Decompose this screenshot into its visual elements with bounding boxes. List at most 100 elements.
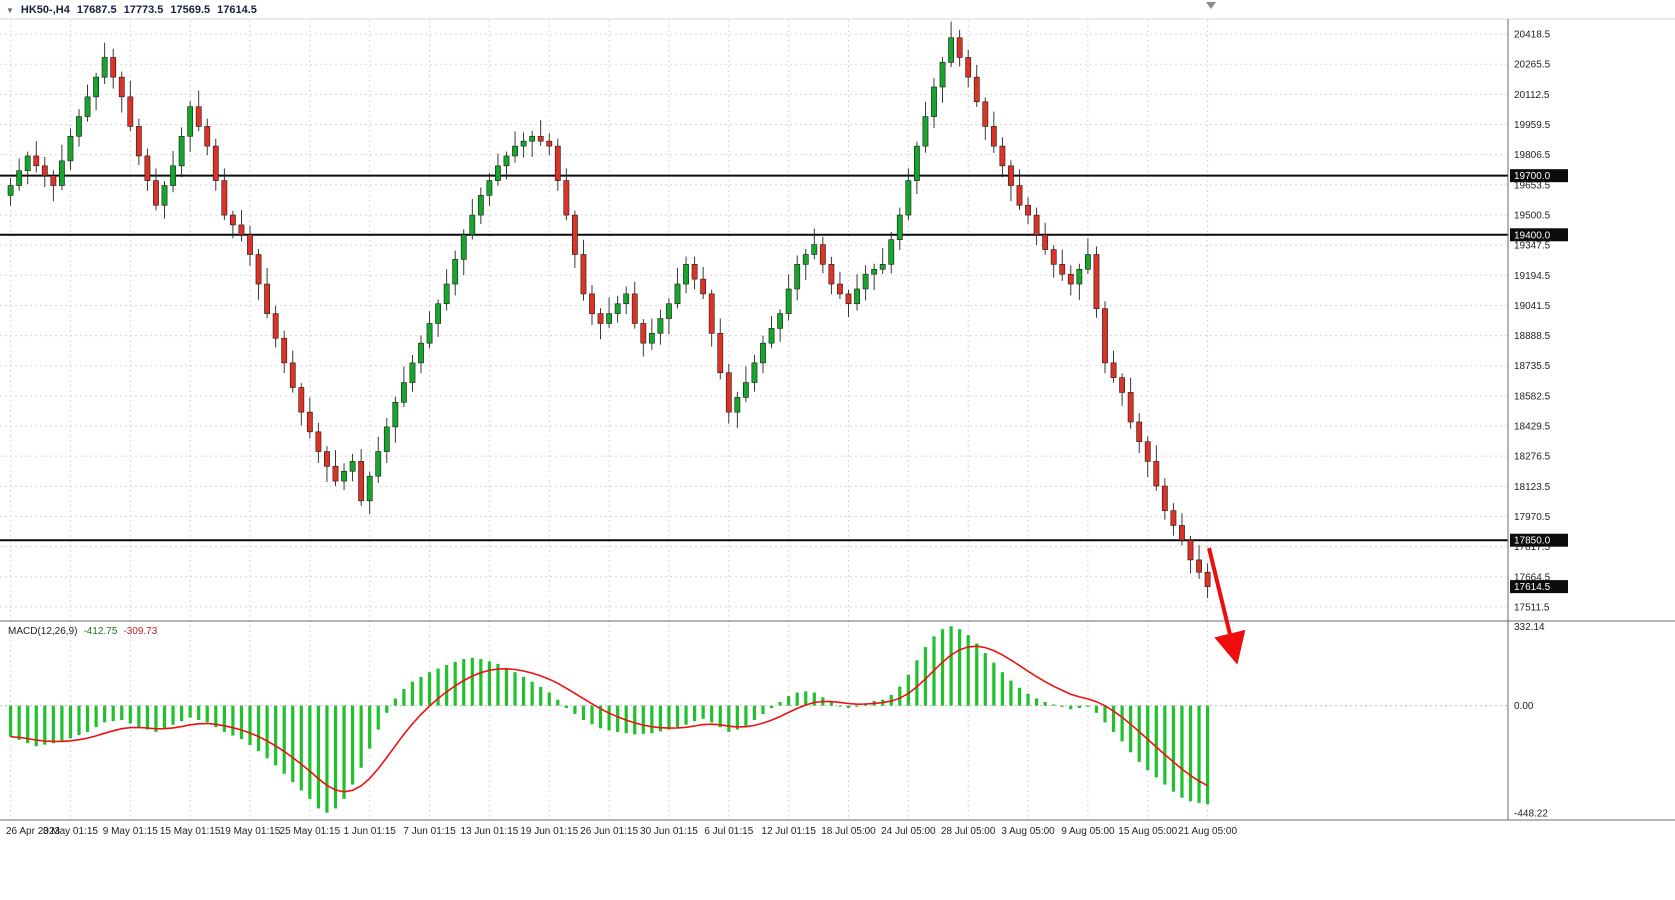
candle <box>811 244 818 255</box>
candle <box>272 313 279 339</box>
candle <box>495 165 501 181</box>
macd-bar <box>752 705 757 720</box>
price-axis-label: 19653.5 <box>1514 180 1551 191</box>
macd-bar <box>1069 705 1073 710</box>
candle <box>571 214 578 255</box>
macd-bar <box>855 705 859 707</box>
candle <box>725 372 732 413</box>
macd-bar <box>77 705 81 736</box>
chart-shift-marker[interactable] <box>1206 2 1216 9</box>
macd-bar <box>846 705 851 709</box>
gridlines <box>0 20 1508 820</box>
macd-bar <box>898 686 902 706</box>
macd-bar <box>94 705 98 728</box>
macd-bar <box>239 705 244 740</box>
trend-arrow[interactable] <box>1207 547 1246 665</box>
macd-bar <box>573 705 577 715</box>
candle <box>144 155 151 181</box>
candle <box>1179 525 1185 541</box>
macd-bar <box>479 659 483 706</box>
candle <box>161 185 168 206</box>
candle <box>1016 185 1023 206</box>
candle <box>50 175 57 186</box>
macd-bar <box>761 705 765 715</box>
macd-bar <box>906 674 910 706</box>
price-axis-label: 18276.5 <box>1514 452 1551 463</box>
candle <box>93 76 99 98</box>
ohlc-high: 17773.5 <box>123 4 164 16</box>
price-axis-label: 17817.5 <box>1514 542 1551 553</box>
macd-bar <box>718 705 722 728</box>
candle <box>631 293 638 324</box>
candle <box>1076 268 1083 285</box>
macd-bar <box>547 692 551 706</box>
macd-bar <box>274 705 278 766</box>
macd-bar <box>470 657 474 706</box>
macd-bar <box>51 705 55 744</box>
macd-bar <box>145 705 149 730</box>
candle <box>837 283 843 295</box>
macd-bar <box>812 692 816 706</box>
candle <box>785 288 792 314</box>
candle <box>349 461 356 472</box>
time-axis-label: 15 Aug 05:00 <box>1118 826 1177 837</box>
candles-layer <box>7 21 1211 599</box>
macd-bar <box>359 705 363 768</box>
candle <box>153 180 159 206</box>
time-axis-label: 26 Apr 2023 <box>6 826 60 837</box>
macd-bar <box>282 705 286 774</box>
macd-bar <box>128 705 132 724</box>
macd-bar <box>1094 705 1099 713</box>
macd-bar <box>17 705 21 740</box>
candle <box>332 466 339 482</box>
macd-bar <box>667 705 671 730</box>
time-axis-label: 19 May 01:15 <box>220 826 281 837</box>
candle <box>931 86 937 117</box>
symbol-timeframe-label: HK50-,H4 <box>20 4 70 16</box>
macd-bar <box>376 705 380 730</box>
macd-bar <box>487 661 491 706</box>
macd-bar <box>445 665 449 706</box>
candle <box>802 254 809 265</box>
macd-bar <box>34 705 38 747</box>
candle <box>657 318 664 334</box>
macd-bar <box>778 702 782 706</box>
candle <box>452 259 459 285</box>
symbol-dropdown-icon[interactable]: ▼ <box>6 5 14 15</box>
candle <box>1033 214 1040 236</box>
price-axis-label: 20112.5 <box>1514 90 1550 101</box>
macd-bar <box>342 705 346 799</box>
candle <box>742 382 749 398</box>
candle <box>828 264 835 285</box>
candle <box>264 283 270 314</box>
candle <box>486 180 493 196</box>
candle <box>888 239 895 265</box>
macd-bar <box>162 705 167 729</box>
candle <box>717 333 724 374</box>
candle <box>375 451 382 477</box>
candle <box>999 145 1006 167</box>
macd-bar <box>958 629 962 706</box>
candle <box>366 475 373 502</box>
time-axis-label: 9 May 01:15 <box>103 826 158 837</box>
macd-bar <box>983 653 987 706</box>
macd-scale-label: 332.14 <box>1514 622 1545 633</box>
candle <box>315 431 322 452</box>
candle <box>1059 264 1066 275</box>
candle <box>1025 204 1031 216</box>
candle <box>298 387 305 413</box>
macd-bar <box>402 688 406 706</box>
candle <box>1187 539 1194 561</box>
price-axis-label: 19500.5 <box>1514 210 1551 221</box>
candle <box>67 135 74 162</box>
candle <box>358 461 365 502</box>
macd-bar <box>120 705 124 720</box>
macd-bar <box>171 705 175 725</box>
macd-bar <box>641 705 645 734</box>
candle <box>170 165 176 186</box>
candle <box>392 401 399 428</box>
candle <box>1136 421 1143 442</box>
candle <box>503 155 510 167</box>
